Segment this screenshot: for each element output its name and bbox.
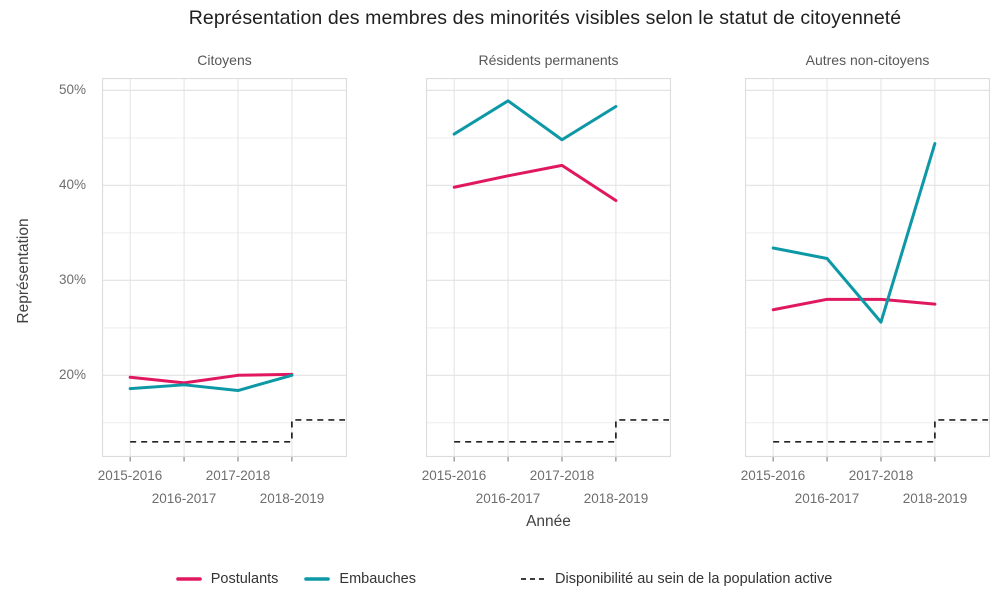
chart-title: Représentation des membres des minorités… [188, 7, 902, 29]
y-tick-label: 20% [58, 367, 86, 382]
postulants-line-swatch [175, 577, 202, 581]
y-tick-label: 50% [58, 82, 86, 97]
panel-plot [102, 78, 347, 462]
x-tick-labels: 2015-2016 2016-2017 2017-2018 2018-2019 [422, 464, 671, 514]
facet-strip-label: Citoyens [197, 52, 252, 68]
facet-panel-residents-permanents: Résidents permanents 2015-2016 2016-2017… [422, 52, 671, 514]
x-tick-label: 2016-2017 [794, 491, 860, 506]
facet-strip-label: Résidents permanents [478, 52, 619, 68]
x-tick-labels: 2015-2016 2016-2017 2017-2018 2018-2019 [98, 464, 347, 514]
panel-plot [426, 78, 671, 462]
legend-item-embauches: Embauches [304, 571, 416, 587]
legend-label-postulants: Postulants [210, 571, 279, 587]
x-tick-label: 2018-2019 [583, 491, 649, 506]
facet-strip-label: Autres non-citoyens [805, 52, 930, 68]
facet-panel-autres-non-citoyens: Autres non-citoyens 2015-2016 2016-2017 … [741, 52, 990, 514]
availability-dashed-line-swatch [521, 578, 545, 580]
y-tick-label: 30% [58, 272, 86, 287]
x-tick-label: 2017-2018 [848, 468, 914, 483]
x-tick-label: 2016-2017 [475, 491, 541, 506]
x-tick-label: 2015-2016 [421, 468, 487, 483]
x-tick-label: 2015-2016 [740, 468, 806, 483]
panel-plot [745, 78, 990, 462]
x-tick-label: 2018-2019 [902, 491, 968, 506]
x-axis-title: Année [526, 513, 571, 530]
x-tick-labels: 2015-2016 2016-2017 2017-2018 2018-2019 [741, 464, 990, 514]
y-axis-title: Représentation [15, 218, 32, 324]
x-tick-label: 2017-2018 [529, 468, 595, 483]
facet-panel-citoyens: Citoyens 2015-2016 2016-2017 2017-2018 2… [98, 52, 347, 514]
y-tick-label: 40% [58, 177, 86, 192]
x-tick-label: 2018-2019 [259, 491, 325, 506]
embauches-line-swatch [304, 577, 331, 581]
legend-label-embauches: Embauches [339, 571, 416, 587]
legend-item-postulants: Postulants [175, 571, 279, 587]
x-tick-label: 2017-2018 [205, 468, 271, 483]
legend-label-disponibilite: Disponibilité au sein de la population a… [555, 571, 833, 587]
legend: Postulants Embauches Disponibilité au se… [0, 571, 1008, 587]
legend-item-disponibilite: Disponibilité au sein de la population a… [520, 571, 832, 587]
x-tick-label: 2015-2016 [97, 468, 163, 483]
x-tick-label: 2016-2017 [151, 491, 217, 506]
